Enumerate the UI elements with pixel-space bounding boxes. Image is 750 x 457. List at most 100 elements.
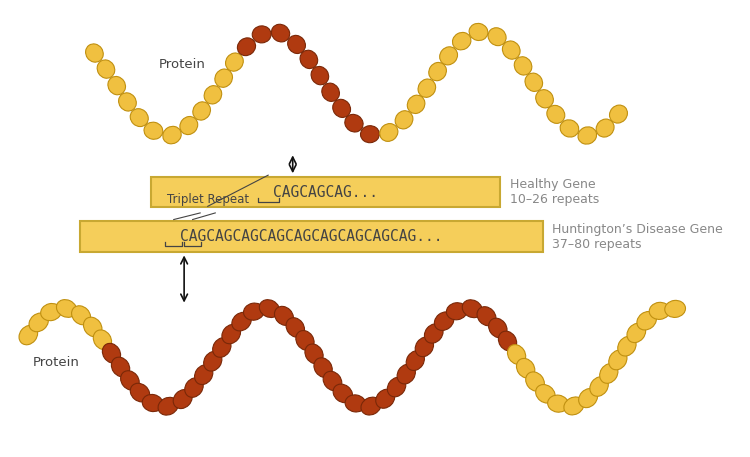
Ellipse shape [406,351,424,371]
Ellipse shape [429,63,446,81]
Ellipse shape [300,50,318,69]
Ellipse shape [272,24,290,42]
Ellipse shape [508,345,526,364]
Ellipse shape [424,324,443,343]
Ellipse shape [108,76,125,95]
Ellipse shape [252,26,271,43]
Ellipse shape [407,95,425,113]
Ellipse shape [418,79,436,97]
Ellipse shape [40,303,62,321]
Ellipse shape [244,303,264,320]
Ellipse shape [173,389,192,409]
Bar [80,222,543,252]
Ellipse shape [56,300,76,317]
Ellipse shape [222,324,241,344]
Ellipse shape [590,377,608,396]
Ellipse shape [184,378,203,397]
Ellipse shape [477,307,496,326]
Ellipse shape [610,105,628,123]
Ellipse shape [525,73,542,91]
Text: Protein: Protein [33,356,80,369]
Ellipse shape [86,44,104,62]
Ellipse shape [345,114,363,132]
Ellipse shape [345,395,366,412]
Text: CAGCAGCAGCAGCAGCAGCAGCAGCAG...: CAGCAGCAGCAGCAGCAGCAGCAGCAG... [180,229,442,244]
Ellipse shape [288,35,305,53]
Ellipse shape [71,306,91,325]
Ellipse shape [180,117,198,134]
Ellipse shape [274,306,293,325]
Ellipse shape [514,57,532,75]
Ellipse shape [93,330,112,350]
Ellipse shape [548,395,568,412]
Ellipse shape [311,66,328,85]
Ellipse shape [130,109,148,127]
Ellipse shape [193,102,211,120]
Ellipse shape [361,126,380,143]
Ellipse shape [286,318,304,337]
Ellipse shape [121,371,140,390]
Ellipse shape [238,38,256,56]
Ellipse shape [112,357,130,377]
Ellipse shape [361,397,381,415]
Ellipse shape [637,312,656,330]
Ellipse shape [102,343,121,363]
Ellipse shape [296,330,314,350]
Ellipse shape [83,317,102,337]
Ellipse shape [194,365,213,384]
Ellipse shape [204,85,222,104]
Ellipse shape [596,119,614,137]
Ellipse shape [462,300,482,318]
Ellipse shape [322,83,340,101]
Ellipse shape [204,351,222,371]
Ellipse shape [499,331,517,351]
Ellipse shape [333,99,350,117]
Ellipse shape [452,32,471,50]
Ellipse shape [144,122,163,139]
Ellipse shape [333,384,352,403]
Text: Huntington’s Disease Gene
37–80 repeats: Huntington’s Disease Gene 37–80 repeats [553,223,723,250]
Ellipse shape [618,336,636,356]
Ellipse shape [517,358,535,378]
Ellipse shape [609,350,627,370]
Ellipse shape [650,303,670,319]
Ellipse shape [547,106,565,123]
Ellipse shape [395,111,413,129]
Text: Protein: Protein [159,58,206,71]
Ellipse shape [488,28,506,46]
Text: Triplet Repeat: Triplet Repeat [166,193,249,206]
Ellipse shape [434,312,454,330]
Ellipse shape [446,303,467,320]
Ellipse shape [214,69,232,87]
Ellipse shape [536,90,554,108]
Ellipse shape [627,323,646,343]
Ellipse shape [376,389,394,408]
Ellipse shape [19,325,38,345]
Ellipse shape [526,372,544,391]
Ellipse shape [29,313,48,332]
Text: CAGCAGCAG...: CAGCAGCAG... [273,185,378,200]
Ellipse shape [564,397,584,415]
Ellipse shape [440,47,458,65]
Ellipse shape [469,23,488,41]
Ellipse shape [578,127,596,144]
Text: Healthy Gene
10–26 repeats: Healthy Gene 10–26 repeats [510,178,599,206]
Ellipse shape [416,337,434,356]
Bar [151,177,500,207]
Ellipse shape [323,372,342,391]
Ellipse shape [260,300,280,318]
Ellipse shape [118,93,136,111]
Ellipse shape [163,126,182,144]
Ellipse shape [130,383,149,402]
Ellipse shape [488,318,507,338]
Ellipse shape [579,388,598,408]
Ellipse shape [397,364,416,384]
Ellipse shape [560,120,579,137]
Ellipse shape [213,338,231,357]
Ellipse shape [232,312,251,331]
Ellipse shape [314,358,332,377]
Ellipse shape [536,385,555,403]
Ellipse shape [387,377,406,397]
Ellipse shape [380,123,398,141]
Ellipse shape [305,344,323,364]
